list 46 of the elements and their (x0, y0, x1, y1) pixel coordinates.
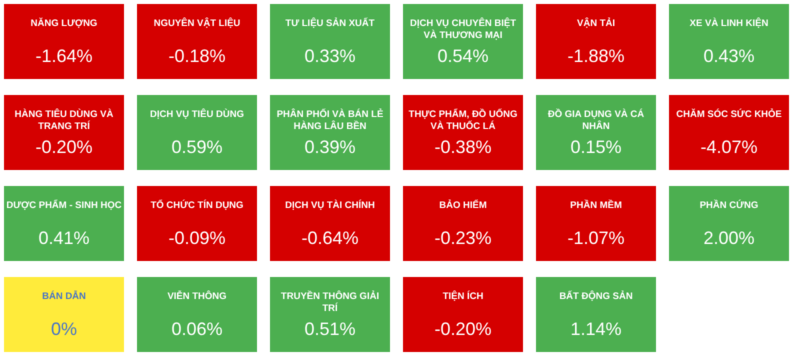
category-label: TỔ CHỨC TÍN DỤNG (150, 199, 244, 211)
data-label: 0.39% (304, 137, 356, 157)
category-label: XE VÀ LINH KIỆN (690, 17, 768, 29)
data-label: 0.33% (304, 46, 356, 66)
category-label: DỊCH VỤ TÀI CHÍNH (285, 199, 375, 211)
category-label: NĂNG LƯỢNG (30, 17, 98, 29)
data-label: -1.64% (35, 46, 93, 66)
data-label: -0.18% (168, 46, 226, 66)
data-label: -0.38% (434, 137, 492, 157)
data-label: -1.07% (567, 228, 625, 248)
category-label: VIỄN THÔNG (167, 290, 227, 302)
data-label: -0.20% (434, 319, 492, 339)
data-label: -0.64% (301, 228, 359, 248)
category-label: HÀNG TIÊU DÙNG VÀ TRANG TRÍ (14, 108, 114, 132)
category-label: DƯỢC PHẨM - SINH HỌC (6, 199, 122, 211)
category-label: TRUYỀN THÔNG GIẢI TRÍ (280, 290, 380, 314)
category-label: NGUYÊN VẬT LIỆU (154, 17, 240, 29)
category-label: ĐỒ GIA DỤNG VÀ CÁ NHÂN (548, 108, 644, 132)
data-label: -0.09% (168, 228, 226, 248)
data-label: 2.00% (703, 228, 755, 248)
data-label: 0.15% (570, 137, 622, 157)
data-label: 0.06% (171, 319, 223, 339)
category-label: THỰC PHẨM, ĐỒ UỐNG VÀ THUỐC LÁ (408, 108, 518, 132)
category-label: DỊCH VỤ TIÊU DÙNG (150, 108, 244, 120)
category-label: BÁN DẪN (42, 290, 86, 302)
data-label: -0.23% (434, 228, 492, 248)
data-label: -0.20% (35, 137, 93, 157)
data-label: 0.41% (38, 228, 90, 248)
category-label: CHĂM SÓC SỨC KHỎE (676, 108, 782, 120)
category-label: VẬN TẢI (577, 17, 615, 29)
data-label: -1.88% (567, 46, 625, 66)
category-label: PHẦN CỨNG (700, 199, 758, 211)
category-label: BẤT ĐỘNG SẢN (559, 290, 633, 302)
category-label: TIỆN ÍCH (442, 290, 484, 302)
data-label: 0.51% (304, 319, 356, 339)
category-label: TƯ LIỆU SẢN XUẤT (285, 17, 375, 29)
category-label: DỊCH VỤ CHUYÊN BIỆT VÀ THƯƠNG MẠI (410, 17, 516, 41)
data-label: 0% (50, 319, 78, 339)
category-label: PHÂN PHỐI VÀ BÁN LẺ HÀNG LÂU BỀN (276, 108, 384, 132)
data-label: 0.54% (437, 46, 489, 66)
data-label: 0.43% (703, 46, 755, 66)
data-label: 1.14% (570, 319, 622, 339)
data-label: -4.07% (700, 137, 758, 157)
data-label: 0.59% (171, 137, 223, 157)
category-label: BẢO HIỂM (439, 199, 487, 211)
category-label: PHẦN MỀM (570, 199, 622, 211)
